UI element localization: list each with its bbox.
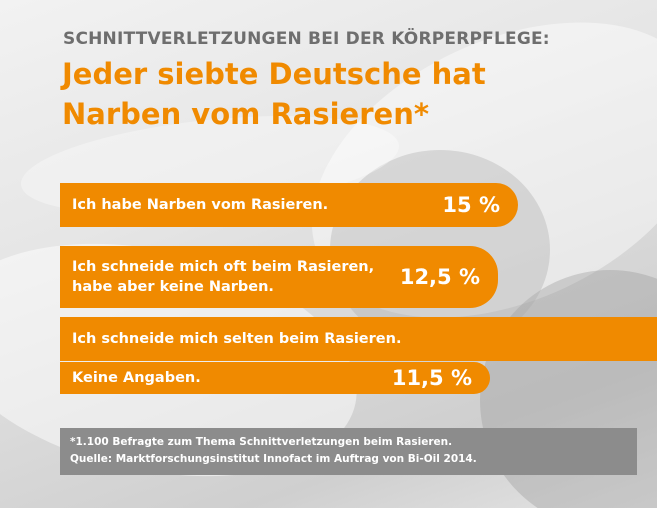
- bar-value-label: 11,5 %: [391, 366, 472, 390]
- footnote-box: *1.100 Befragte zum Thema Schnittverletz…: [60, 428, 637, 475]
- headline-line-2: Narben vom Rasieren*: [62, 97, 430, 131]
- bar-0: Ich habe Narben vom Rasieren. 15 %: [60, 183, 518, 227]
- bar-label: Ich schneide mich oft beim Rasieren, habe…: [72, 246, 374, 308]
- bar-2: Ich schneide mich selten beim Rasieren.6…: [60, 317, 657, 361]
- footnote-sample: *1.100 Befragte zum Thema Schnittverletz…: [70, 436, 453, 448]
- bar-1: Ich schneide mich oft beim Rasieren, habe…: [60, 246, 498, 308]
- bar-label: Keine Angaben.: [72, 362, 201, 394]
- bar-label: Ich schneide mich selten beim Rasieren.: [72, 317, 401, 361]
- bar-label-line: Keine Angaben.: [72, 370, 201, 386]
- bar-value-label: 15 %: [442, 193, 500, 217]
- bar-label-line: Ich habe Narben vom Rasieren.: [72, 197, 329, 213]
- bar-label: Ich habe Narben vom Rasieren.: [72, 183, 328, 227]
- headline-line-1: Jeder siebte Deutsche hat: [62, 57, 486, 91]
- headline: Jeder siebte Deutsche hat Narben vom Ras…: [62, 54, 522, 134]
- footnote-source: Quelle: Marktforschungsinstitut Innofact…: [70, 453, 477, 465]
- kicker-title: SCHNITTVERLETZUNGEN BEI DER KÖRPERPFLEGE…: [63, 29, 550, 49]
- bar-label-line: Ich schneide mich selten beim Rasieren.: [72, 331, 402, 347]
- bar-label-line: habe aber keine Narben.: [72, 279, 274, 295]
- bar-value-label: 12,5 %: [399, 265, 480, 289]
- bar-label-line: Ich schneide mich oft beim Rasieren,: [72, 259, 375, 275]
- bar-3: Keine Angaben. 11,5 %: [60, 362, 490, 394]
